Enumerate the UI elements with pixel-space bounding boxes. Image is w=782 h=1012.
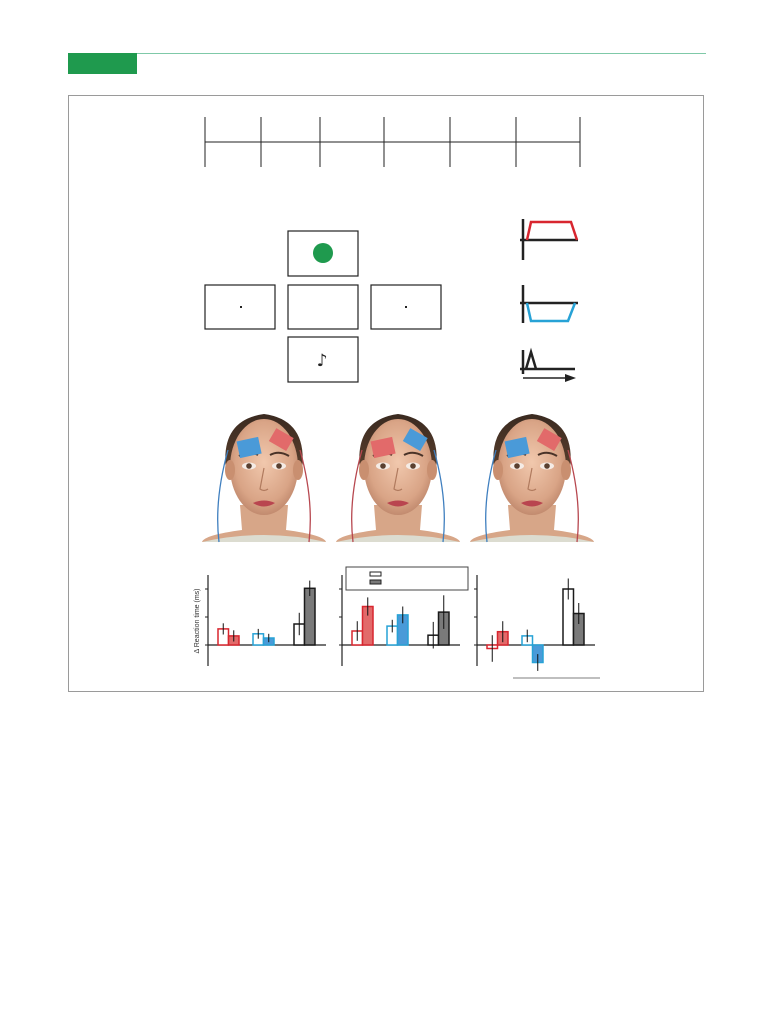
electrode-wire xyxy=(299,449,311,543)
electrode-wire xyxy=(433,449,445,543)
stimulation-waveforms xyxy=(520,219,579,382)
legend-filled-swatch xyxy=(369,579,382,585)
left-electrode-pad xyxy=(504,436,530,459)
y-axis-label: Δ Reaction time (ms) xyxy=(194,589,201,654)
bar xyxy=(303,587,316,646)
stimulus-display: ♪ xyxy=(204,230,442,383)
electrode-wire xyxy=(217,449,229,543)
electrode-wire xyxy=(351,449,363,543)
chart-panel xyxy=(339,575,460,666)
time-arrow-icon xyxy=(565,374,576,382)
reaction-time-charts: Δ Reaction time (ms) xyxy=(194,566,600,679)
chart-panel xyxy=(474,575,595,671)
eighth-note-icon: ♪ xyxy=(317,351,328,371)
electrode-wire xyxy=(567,449,579,543)
right-electrode-pad xyxy=(536,428,562,452)
left-electrode-pad xyxy=(236,436,262,459)
trial-timeline xyxy=(204,117,581,167)
section-header-tab xyxy=(68,53,137,74)
electrode-wire xyxy=(485,449,497,543)
right-electrode-pad xyxy=(402,428,428,452)
right-electrode-pad xyxy=(268,428,294,452)
chart-panel xyxy=(205,575,326,666)
right-fixation xyxy=(405,306,407,308)
electrode-montages xyxy=(202,414,594,543)
left-screen xyxy=(204,284,276,330)
figure-frame xyxy=(68,95,704,692)
cathodal-waveform xyxy=(520,285,578,323)
legend-open-swatch xyxy=(369,571,382,577)
header-rule xyxy=(137,53,706,54)
target-screen xyxy=(287,230,359,277)
head-illustration xyxy=(202,414,326,543)
tone-screen xyxy=(287,336,359,383)
sham-waveform xyxy=(520,347,576,382)
legend-box xyxy=(345,566,469,591)
target-dot xyxy=(313,243,333,263)
center-screen xyxy=(287,284,359,330)
left-electrode-pad xyxy=(370,436,396,459)
left-fixation xyxy=(240,306,242,308)
right-screen xyxy=(370,284,442,330)
head-illustration xyxy=(336,414,460,543)
head-illustration xyxy=(470,414,594,543)
anodal-waveform xyxy=(520,219,579,260)
